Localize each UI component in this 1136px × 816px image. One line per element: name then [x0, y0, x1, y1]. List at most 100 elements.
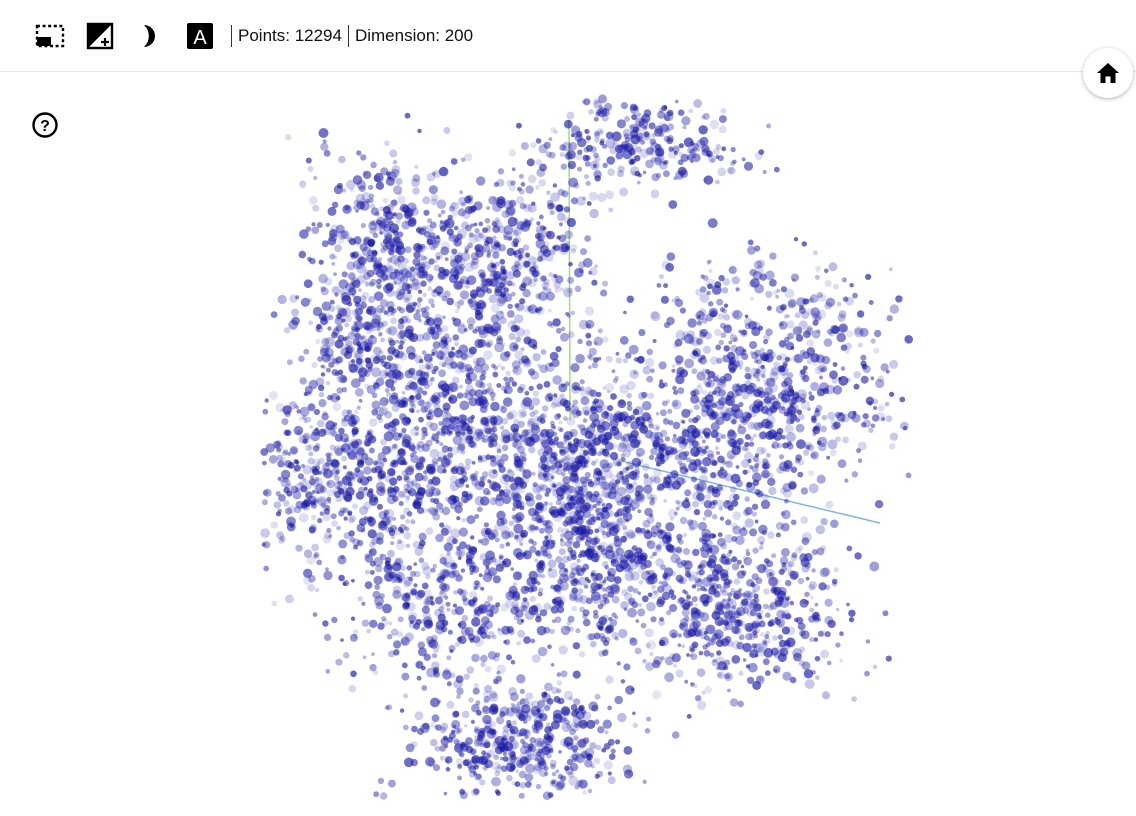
scatter-point — [631, 114, 638, 121]
scatter-point — [355, 208, 359, 213]
scatter-point — [547, 202, 554, 210]
scatter-point — [398, 270, 404, 275]
scatter-point — [507, 723, 513, 729]
scatter-point — [689, 148, 696, 156]
scatter-point — [803, 449, 810, 456]
scatter-point — [431, 661, 440, 670]
scatter-point — [354, 409, 359, 415]
scatter-point — [455, 421, 466, 432]
scatter-point — [650, 572, 658, 580]
scatter-point — [811, 415, 817, 421]
scatter-point — [571, 408, 581, 419]
scatter-point — [766, 123, 772, 129]
scatter-point — [369, 334, 375, 339]
scatter-point — [726, 450, 736, 460]
scatter-point — [369, 281, 375, 287]
scatter-point — [715, 144, 722, 150]
scatter-point — [660, 295, 670, 304]
scatter-point — [704, 331, 712, 340]
scatter-point — [313, 551, 320, 558]
scatter-point — [600, 289, 608, 297]
scatter-point — [388, 250, 394, 256]
scatter-point — [305, 390, 313, 397]
scatter-point — [584, 471, 591, 479]
scatter-point — [457, 751, 463, 756]
scatter-point — [636, 112, 642, 117]
scatter-point — [624, 136, 631, 143]
scatter-point — [738, 634, 745, 641]
scatter-point — [406, 602, 416, 612]
scatter-point — [464, 247, 469, 252]
help-button[interactable]: ? — [31, 111, 59, 139]
scatter-point — [740, 564, 745, 569]
scatter-point — [686, 154, 694, 161]
scatter-point — [806, 358, 813, 365]
scatter-point — [555, 346, 562, 353]
scatter-point — [642, 463, 650, 471]
scatter-point — [349, 188, 354, 193]
labels-button[interactable]: A — [184, 20, 216, 52]
scatter-point — [550, 475, 555, 480]
night-mode-button[interactable] — [134, 20, 166, 52]
selection-mode-button[interactable] — [34, 20, 66, 52]
scatter-point — [844, 478, 849, 483]
scatter-point — [674, 298, 684, 308]
scatter-point — [617, 712, 627, 723]
home-button[interactable] — [1083, 48, 1133, 98]
scatter-point — [422, 332, 431, 341]
scatter-point — [453, 225, 459, 231]
scatter-point — [729, 332, 734, 337]
scatter-point — [534, 757, 539, 762]
scatter-point — [716, 298, 724, 306]
scatter-point — [655, 149, 662, 156]
scatter-point — [423, 353, 433, 363]
scatter-point — [849, 283, 854, 288]
scatter-point — [516, 122, 522, 129]
scatter-point — [569, 428, 578, 438]
contrast-button[interactable] — [84, 20, 116, 52]
scatter-point — [307, 583, 315, 592]
scatter-point — [498, 281, 505, 289]
scatter-point — [466, 197, 473, 205]
scatter-point — [686, 519, 694, 526]
scatter-point — [726, 460, 731, 465]
scatter-point — [416, 227, 422, 233]
scatter-point — [397, 262, 408, 272]
scatter-point — [798, 307, 806, 315]
scatter-point — [336, 525, 341, 531]
scatter-point — [616, 119, 627, 129]
scatter-point — [787, 440, 792, 445]
scatter-point — [564, 152, 573, 160]
scatter-point — [804, 679, 815, 690]
scatter-point — [356, 523, 366, 533]
scatter-point — [827, 439, 838, 450]
scatter-point — [665, 127, 671, 133]
scatter-point — [527, 219, 533, 225]
scatter-point — [329, 444, 336, 451]
embedding-scatter-canvas[interactable] — [0, 74, 1136, 816]
scatter-point — [805, 576, 810, 581]
scatter-point — [661, 260, 671, 270]
scatter-point — [350, 277, 361, 287]
scatter-point — [338, 539, 348, 549]
scatter-point — [873, 405, 878, 411]
scatter-point — [379, 231, 383, 235]
scatter-point — [387, 175, 392, 180]
scatter-point — [650, 475, 657, 483]
scatter-point — [739, 527, 748, 537]
scatter-point — [553, 273, 558, 279]
scatter-point — [483, 699, 488, 704]
scatter-point — [322, 410, 328, 416]
scatter-point — [720, 637, 730, 647]
scatter-point — [515, 501, 522, 508]
scatter-point — [582, 711, 592, 721]
scatter-point — [416, 333, 425, 342]
scatter-point — [593, 757, 601, 765]
scatter-point — [828, 262, 838, 272]
scatter-point — [499, 543, 505, 549]
scatter-point — [604, 441, 614, 451]
scatter-point — [751, 643, 757, 649]
scatter-point — [370, 318, 381, 328]
scatter-point — [427, 286, 433, 292]
scatter-point — [701, 369, 709, 377]
